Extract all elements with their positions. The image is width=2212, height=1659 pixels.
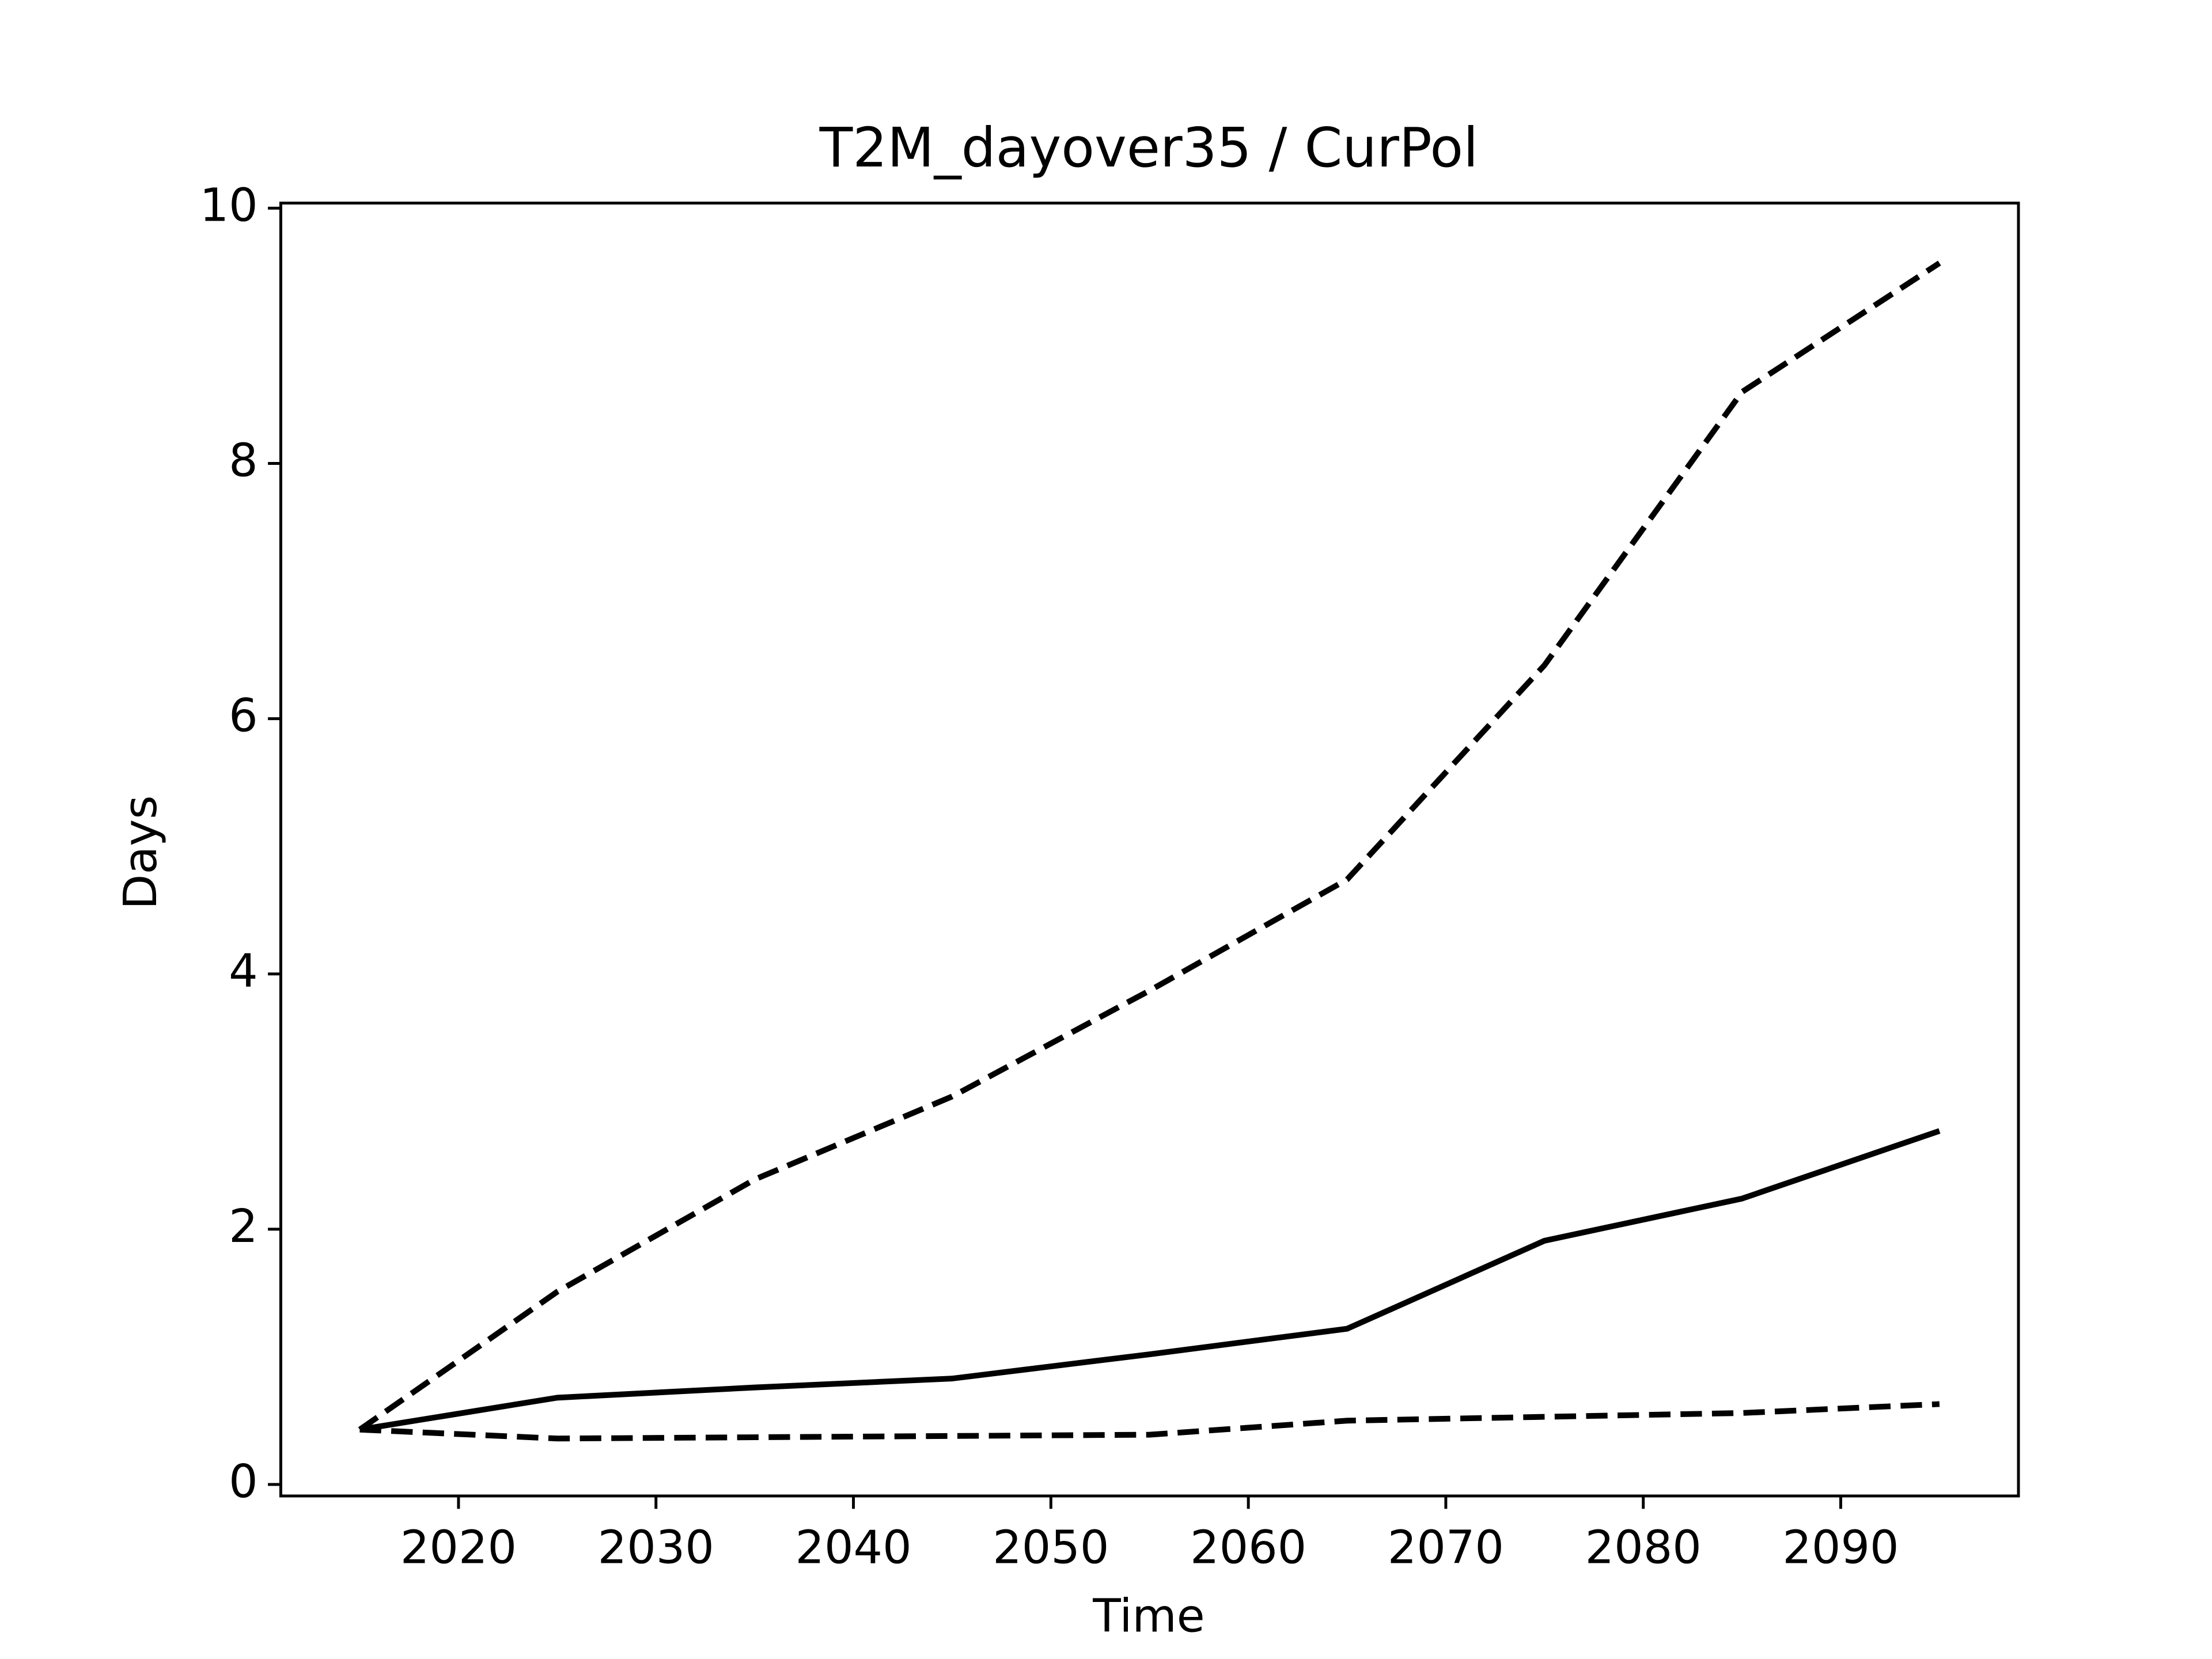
y-axis-label: Days: [113, 796, 167, 910]
x-tick-label: 2050: [993, 1520, 1109, 1574]
x-tick-label: 2090: [1782, 1520, 1899, 1574]
y-tick-label: 2: [229, 1199, 258, 1253]
x-tick-label: 2020: [400, 1520, 517, 1574]
y-tick-label: 6: [229, 689, 258, 743]
y-tick-label: 10: [200, 178, 258, 232]
line-series: [359, 1128, 1941, 1433]
plot-frame: [279, 202, 2020, 1498]
y-tick-label: 4: [229, 944, 258, 998]
x-axis-label: Time: [1092, 1589, 1205, 1642]
x-tick-label: 2030: [598, 1520, 714, 1574]
y-tick-label: 0: [229, 1455, 258, 1508]
x-tick-label: 2070: [1388, 1520, 1504, 1574]
x-tick-label: 2040: [795, 1520, 911, 1574]
chart-title: T2M_dayover35 / CurPol: [819, 116, 1479, 180]
x-tick-label: 2060: [1190, 1520, 1306, 1574]
y-tick-label: 8: [229, 434, 258, 487]
line-series: [359, 1401, 1940, 1442]
x-tick-label: 2080: [1585, 1520, 1702, 1574]
line-series: [358, 260, 1941, 1432]
